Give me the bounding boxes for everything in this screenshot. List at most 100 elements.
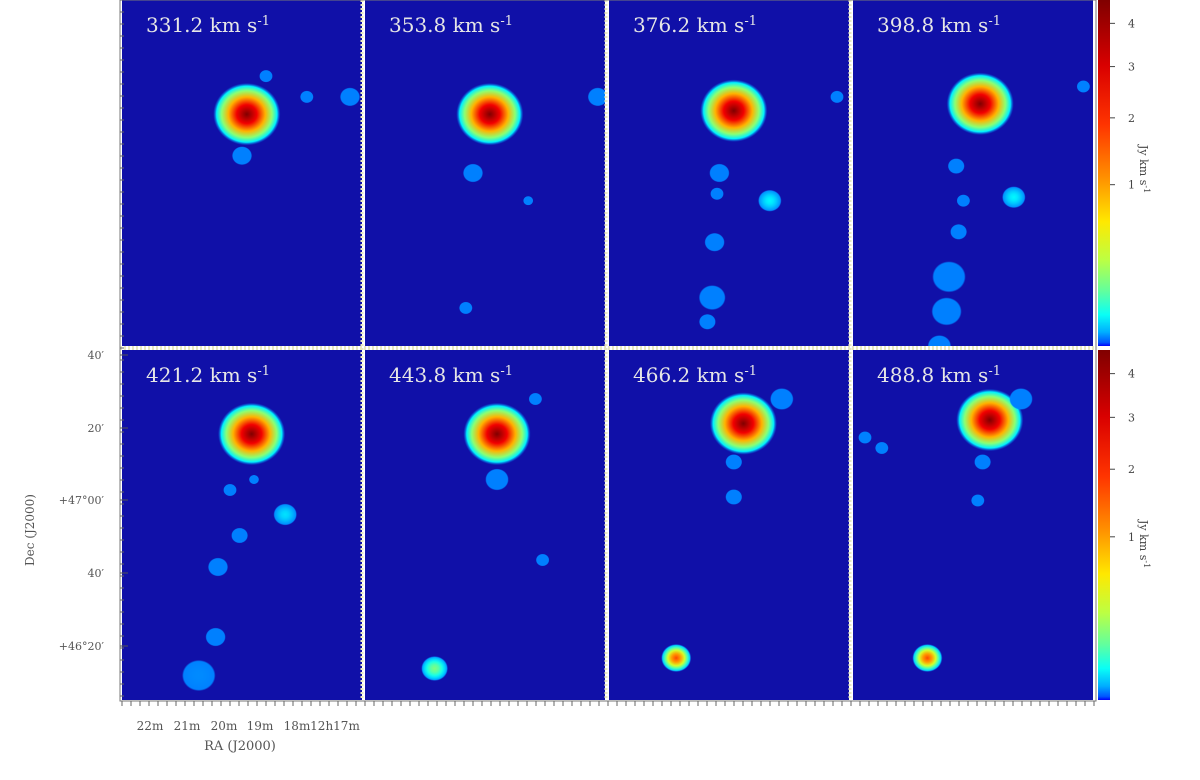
emission-blob (858, 431, 872, 444)
emission-blob (709, 163, 730, 183)
emission-blob (950, 224, 967, 240)
emission-blob (1002, 186, 1026, 209)
emission-blob (523, 196, 534, 206)
panel-background (365, 350, 605, 700)
emission-blob (485, 468, 509, 491)
emission-blob (459, 301, 473, 315)
velocity-label-exponent: -1 (988, 364, 1001, 379)
emission-blob (463, 402, 531, 466)
emission-blob (725, 454, 743, 470)
emission-blob (956, 388, 1024, 452)
emission-blob (259, 69, 273, 83)
colorbar-tick-label: 2 (1128, 463, 1135, 476)
colorbar-tick-label: 4 (1128, 368, 1135, 381)
x-tick-label: 19m (247, 719, 274, 733)
emission-blob (700, 79, 768, 142)
velocity-label-exponent: -1 (257, 364, 270, 379)
emission-blob (231, 527, 249, 544)
emission-blob (956, 194, 971, 207)
emission-blob (946, 72, 1014, 135)
emission-blob (927, 335, 952, 346)
colorbar-tick-label: 3 (1128, 411, 1135, 424)
emission-blob (971, 494, 985, 507)
channel-panel (853, 0, 1093, 346)
emission-blob (974, 454, 991, 470)
velocity-label-exponent: -1 (500, 364, 513, 379)
emission-blob (1009, 388, 1033, 410)
channel-panel (609, 0, 849, 346)
emission-blob (300, 90, 314, 104)
emission-blob (875, 441, 889, 455)
channel-panel (122, 350, 362, 700)
channel-panel (365, 0, 605, 346)
emission-blob (223, 483, 237, 497)
emission-blob (704, 232, 725, 252)
emission-blob (182, 659, 216, 692)
emission-blob (947, 158, 965, 174)
emission-blob (421, 656, 449, 681)
emission-blob (462, 163, 484, 183)
emission-blob (661, 643, 692, 673)
velocity-label: 466.2 km s-1 (633, 363, 757, 387)
panel-background (122, 0, 362, 346)
velocity-label: 353.8 km s-1 (389, 13, 513, 37)
velocity-label-exponent: -1 (257, 14, 270, 29)
panel-background (365, 0, 605, 346)
emission-blob (912, 643, 943, 673)
velocity-label: 331.2 km s-1 (146, 13, 270, 37)
channel-panel (853, 350, 1093, 700)
emission-blob (932, 261, 966, 293)
emission-blob (758, 189, 782, 212)
x-axis-label: RA (J2000) (204, 739, 276, 754)
emission-blob (931, 297, 962, 326)
velocity-label: 421.2 km s-1 (146, 363, 270, 387)
y-tick-label: +46°20′ (59, 640, 105, 653)
colorbar-label: Jy km s-1 (1137, 519, 1152, 568)
emission-blob (1076, 80, 1091, 93)
emission-blob (273, 503, 297, 526)
emission-blob (207, 557, 229, 577)
emission-blob (231, 146, 253, 166)
colorbar-label: Jy km s-1 (1137, 144, 1152, 193)
velocity-label: 488.8 km s-1 (877, 363, 1001, 387)
axes: 40′ 20′ +47°00′ 40′ +46°20′ 22m 21m 20m 19m 18m 12… (59, 0, 1097, 733)
y-tick-label: 20′ (88, 422, 105, 435)
y-tick-label: 40′ (88, 567, 105, 580)
emission-blob (456, 82, 524, 146)
panel-background (853, 0, 1093, 346)
emission-blob (709, 392, 778, 455)
x-tick-label: 21m (174, 719, 201, 733)
emission-blob (535, 553, 550, 567)
y-tick-label: +47°00′ (59, 494, 105, 507)
velocity-label: 443.8 km s-1 (389, 363, 513, 387)
emission-blob (213, 82, 281, 146)
colorbar-tick-label: 1 (1128, 179, 1135, 192)
x-tick-label: 12h17m (310, 719, 360, 733)
emission-blob (218, 402, 286, 466)
channel-panel (609, 350, 849, 700)
panel-dividers (120, 0, 1095, 700)
colorbar-tick-label: 1 (1128, 531, 1135, 544)
velocity-label-exponent: -1 (500, 14, 513, 29)
x-tick-label: 22m (137, 719, 164, 733)
emission-blob (528, 392, 543, 406)
emission-blob (830, 90, 844, 104)
colorbar-label-exponent: -1 (1143, 560, 1152, 568)
emission-blob (725, 489, 743, 505)
channel-panels (122, 0, 1093, 700)
emission-blob (205, 627, 226, 647)
colorbar-tick-label: 2 (1128, 112, 1135, 125)
velocity-label-exponent: -1 (988, 14, 1001, 29)
velocity-label: 376.2 km s-1 (633, 13, 757, 37)
emission-blob (339, 87, 361, 107)
x-tick-label: 18m (284, 719, 311, 733)
y-axis-label: Dec (J2000) (23, 494, 37, 566)
velocity-label-exponent: -1 (744, 364, 757, 379)
emission-blob (698, 285, 726, 311)
colorbar (1098, 350, 1110, 700)
colorbar-label-exponent: -1 (1143, 185, 1152, 193)
colorbar-tick-label: 4 (1128, 17, 1135, 30)
velocity-labels: 331.2 km s-1 353.8 km s-1 376.2 km s-1 398.… (146, 13, 1001, 387)
velocity-label: 398.8 km s-1 (877, 13, 1001, 37)
